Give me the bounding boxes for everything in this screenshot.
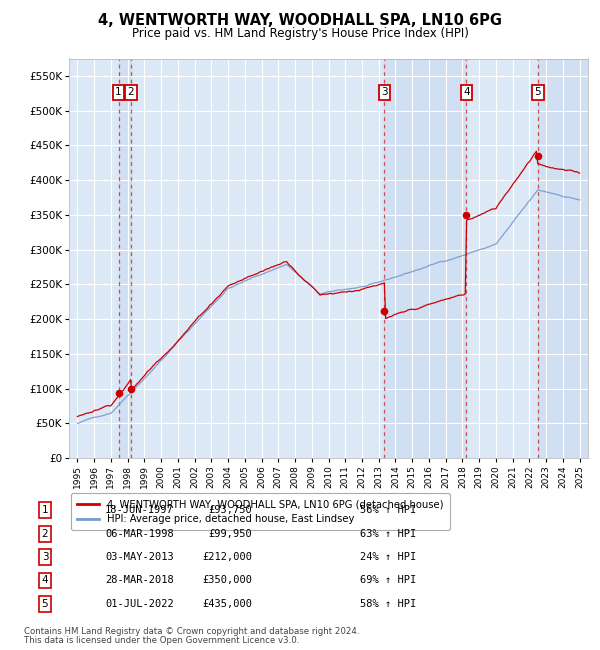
Text: 5: 5 bbox=[535, 88, 541, 97]
Text: This data is licensed under the Open Government Licence v3.0.: This data is licensed under the Open Gov… bbox=[24, 636, 299, 645]
Text: 4: 4 bbox=[41, 575, 49, 586]
Text: 2: 2 bbox=[41, 528, 49, 539]
Text: 4, WENTWORTH WAY, WOODHALL SPA, LN10 6PG: 4, WENTWORTH WAY, WOODHALL SPA, LN10 6PG bbox=[98, 13, 502, 28]
Text: £435,000: £435,000 bbox=[202, 599, 252, 609]
Text: £212,000: £212,000 bbox=[202, 552, 252, 562]
Text: 58% ↑ HPI: 58% ↑ HPI bbox=[360, 599, 416, 609]
Text: 24% ↑ HPI: 24% ↑ HPI bbox=[360, 552, 416, 562]
Text: 69% ↑ HPI: 69% ↑ HPI bbox=[360, 575, 416, 586]
Text: 5: 5 bbox=[41, 599, 49, 609]
Text: 28-MAR-2018: 28-MAR-2018 bbox=[105, 575, 174, 586]
Bar bbox=[538, 58, 588, 458]
Text: Price paid vs. HM Land Registry's House Price Index (HPI): Price paid vs. HM Land Registry's House … bbox=[131, 27, 469, 40]
Text: 4: 4 bbox=[463, 88, 470, 97]
Text: 56% ↑ HPI: 56% ↑ HPI bbox=[360, 505, 416, 515]
Text: 06-MAR-1998: 06-MAR-1998 bbox=[105, 528, 174, 539]
Text: 1: 1 bbox=[41, 505, 49, 515]
Text: 2: 2 bbox=[127, 88, 134, 97]
Text: 18-JUN-1997: 18-JUN-1997 bbox=[105, 505, 174, 515]
Text: 3: 3 bbox=[381, 88, 388, 97]
Text: 63% ↑ HPI: 63% ↑ HPI bbox=[360, 528, 416, 539]
Bar bbox=[385, 58, 466, 458]
Text: £99,950: £99,950 bbox=[208, 528, 252, 539]
Text: 3: 3 bbox=[41, 552, 49, 562]
Text: 01-JUL-2022: 01-JUL-2022 bbox=[105, 599, 174, 609]
Text: £93,750: £93,750 bbox=[208, 505, 252, 515]
Text: 03-MAY-2013: 03-MAY-2013 bbox=[105, 552, 174, 562]
Text: £350,000: £350,000 bbox=[202, 575, 252, 586]
Bar bbox=[119, 58, 131, 458]
Text: Contains HM Land Registry data © Crown copyright and database right 2024.: Contains HM Land Registry data © Crown c… bbox=[24, 627, 359, 636]
Text: 1: 1 bbox=[115, 88, 122, 97]
Legend: 4, WENTWORTH WAY, WOODHALL SPA, LN10 6PG (detached house), HPI: Average price, d: 4, WENTWORTH WAY, WOODHALL SPA, LN10 6PG… bbox=[71, 493, 450, 530]
